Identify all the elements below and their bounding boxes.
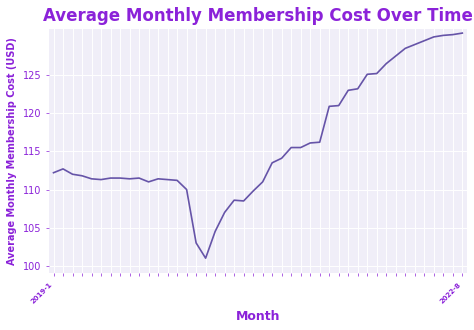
Y-axis label: Average Monthly Membership Cost (USD): Average Monthly Membership Cost (USD) [7, 37, 17, 265]
X-axis label: Month: Month [236, 310, 280, 323]
Title: Average Monthly Membership Cost Over Time: Average Monthly Membership Cost Over Tim… [43, 7, 473, 25]
